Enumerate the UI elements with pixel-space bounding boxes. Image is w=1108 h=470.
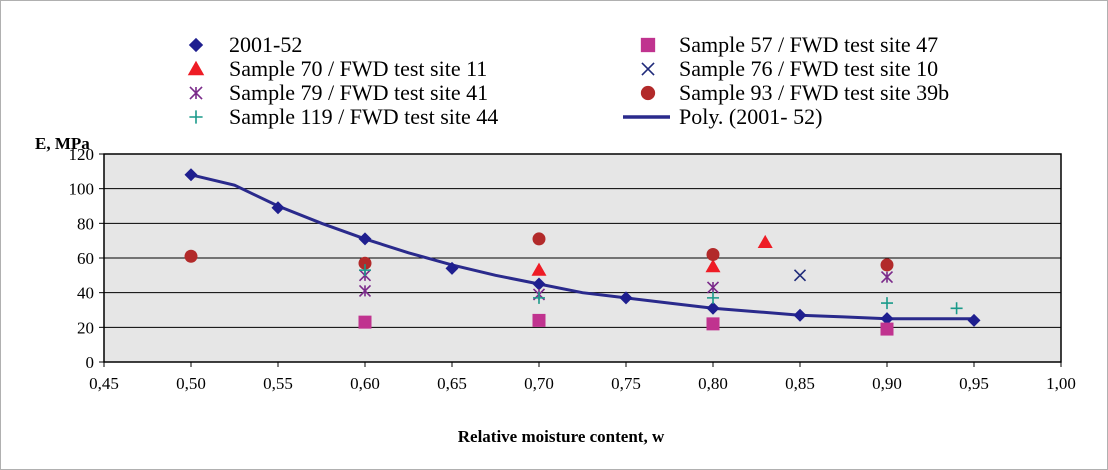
legend-label: 2001-52	[229, 32, 302, 57]
x-tick-label: 0,95	[959, 374, 989, 393]
legend-marker-plus	[189, 110, 203, 124]
x-tick-label: 0,60	[350, 374, 380, 393]
x-axis-title: Relative moisture content, w	[458, 427, 665, 446]
data-point-diamond	[706, 301, 720, 315]
data-point-circle	[880, 258, 894, 272]
data-point-circle	[706, 248, 720, 262]
legend-marker-triangle	[187, 60, 205, 76]
data-marks	[184, 168, 981, 336]
data-point-diamond	[445, 261, 459, 275]
data-point-triangle	[531, 262, 547, 276]
legend-label: Sample 76 / FWD test site 10	[679, 56, 938, 81]
data-point-plus	[533, 291, 545, 304]
data-point-diamond	[358, 232, 372, 246]
x-tick-label: 0,70	[524, 374, 554, 393]
y-tick-label: 60	[77, 249, 94, 268]
x-tick-label: 0,45	[89, 374, 119, 393]
data-point-diamond	[967, 313, 981, 327]
y-axis-title: E, MPa	[35, 134, 90, 153]
gridlines	[99, 153, 1062, 367]
y-tick-label: 20	[77, 318, 94, 337]
data-point-square	[532, 313, 546, 327]
y-tick-labels: 0 20 40 60 80 100 120	[69, 145, 95, 372]
data-point-triangle	[757, 234, 773, 249]
data-point-circle	[532, 232, 546, 246]
data-point-star	[358, 284, 372, 297]
x-tick-label: 0,75	[611, 374, 641, 393]
x-tick-label: 0,55	[263, 374, 293, 393]
y-tick-label: 0	[86, 353, 95, 372]
legend-marker-x	[641, 62, 655, 76]
legend-marker-circle	[640, 85, 656, 101]
data-point-square	[706, 317, 720, 331]
legend-marker-star	[189, 86, 203, 100]
trend-line-poly-2001-52	[190, 173, 974, 321]
data-point-diamond	[271, 201, 285, 215]
data-point-square	[880, 322, 894, 336]
legend-label: Sample 79 / FWD test site 41	[229, 80, 488, 105]
data-point-square	[358, 315, 372, 329]
legend-marker-diamond	[188, 37, 204, 53]
data-point-diamond	[619, 291, 633, 305]
x-tick-label: 0,65	[437, 374, 467, 393]
x-tick-label: 0,90	[872, 374, 902, 393]
data-point-diamond	[532, 277, 546, 291]
x-tick-label: 0,80	[698, 374, 728, 393]
legend-marker-square	[640, 37, 656, 53]
legend-label: Sample 119 / FWD test site 44	[229, 104, 498, 129]
data-point-circle	[184, 249, 198, 263]
data-point-plus	[881, 297, 893, 310]
y-tick-label: 120	[69, 145, 95, 164]
data-point-plus	[950, 302, 963, 315]
legend-label: Sample 57 / FWD test site 47	[679, 32, 938, 57]
y-tick-label: 40	[77, 284, 94, 303]
legend-label: Sample 70 / FWD test site 11	[229, 56, 487, 81]
data-point-plus	[359, 264, 371, 277]
x-tick-label: 1,00	[1046, 374, 1076, 393]
data-point-triangle	[705, 259, 721, 273]
data-point-star	[880, 271, 894, 284]
x-tick-labels: 0,45 0,50 0,55 0,60 0,65 0,70 0,75 0,80 0,85 0,90…	[89, 374, 1076, 393]
data-point-star	[706, 281, 720, 294]
legend-label: Sample 93 / FWD test site 39b	[679, 80, 949, 105]
data-point-plus	[707, 291, 719, 304]
data-point-circle	[358, 256, 372, 270]
data-point-x	[793, 269, 807, 282]
data-point-diamond	[880, 312, 894, 326]
y-tick-label: 100	[69, 180, 95, 199]
data-point-diamond	[184, 168, 198, 182]
data-point-diamond	[793, 308, 807, 322]
y-tick-label: 80	[77, 214, 94, 233]
legend-label: Poly. (2001- 52)	[679, 104, 822, 129]
x-tick-label: 0,85	[785, 374, 815, 393]
x-tick-label: 0,50	[176, 374, 206, 393]
